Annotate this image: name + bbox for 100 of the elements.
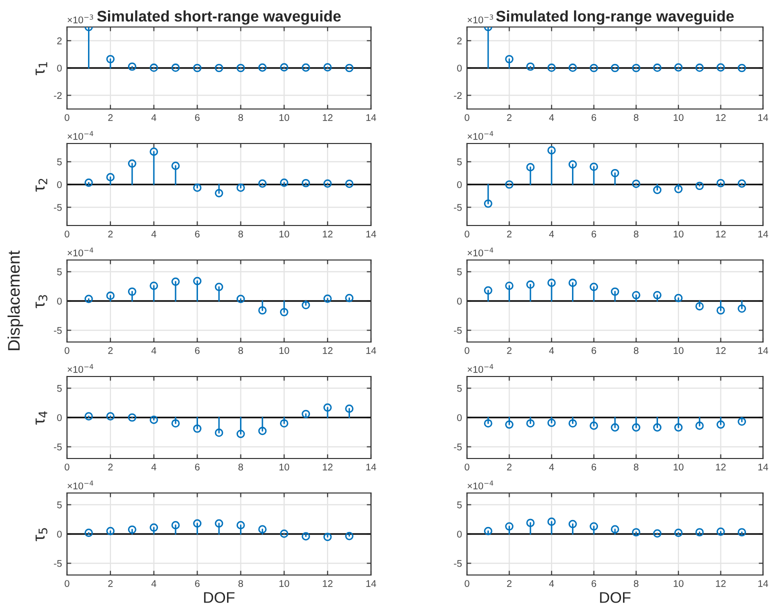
point [716, 527, 725, 536]
point [171, 64, 180, 72]
x-tick-label: 4 [151, 114, 156, 121]
point [323, 532, 332, 542]
x-tick-label: 4 [549, 464, 554, 470]
y-tick-label: -5 [54, 560, 62, 567]
x-tick-label: 2 [108, 347, 113, 354]
point [302, 410, 310, 418]
point [505, 522, 514, 531]
x-tick-label: 8 [634, 114, 638, 121]
x-tick-label: 12 [322, 464, 332, 470]
x-tick-label: 14 [366, 464, 376, 470]
point [280, 63, 288, 72]
chart-title: Simulated short-range waveguide [97, 10, 341, 25]
text: ×10$^{−4}$ [68, 248, 94, 256]
point [214, 282, 224, 292]
point [345, 532, 354, 540]
x-tick-label: 6 [592, 230, 596, 238]
point [214, 428, 224, 437]
y-tick-label: 2 [57, 37, 62, 44]
point [345, 294, 354, 302]
y-tick-label: 0 [457, 530, 462, 538]
point [150, 282, 158, 290]
point [568, 520, 577, 528]
x-tick-label: 12 [716, 464, 726, 470]
point [547, 64, 556, 72]
x-tick-label: 14 [758, 114, 768, 121]
point [150, 64, 158, 72]
x-tick-label: 12 [322, 230, 332, 238]
x-tick-label: 10 [279, 230, 290, 238]
point [106, 54, 115, 64]
point [653, 529, 662, 538]
point [128, 413, 136, 422]
point [632, 180, 640, 188]
x-tick-label: 6 [592, 347, 596, 354]
point [236, 430, 245, 438]
x-tick-label: 0 [64, 580, 70, 587]
point [106, 412, 115, 420]
x-tick-label: 8 [634, 347, 638, 354]
point [738, 179, 746, 188]
point [345, 64, 354, 72]
point [526, 280, 535, 289]
point [738, 528, 746, 536]
point [345, 404, 354, 413]
point [214, 519, 224, 528]
point [193, 184, 202, 192]
y-tick-label: 0 [57, 64, 62, 72]
point [590, 282, 598, 292]
point [716, 178, 725, 188]
point [610, 64, 620, 72]
y-tick-label: 5 [57, 502, 62, 508]
point [526, 163, 535, 172]
y-tick-label: 0 [57, 298, 62, 305]
x-tick-label: 10 [674, 114, 684, 121]
x-tick-label: 4 [549, 580, 554, 587]
point [674, 63, 683, 72]
point [84, 178, 93, 187]
x-tick-label: 2 [507, 230, 512, 238]
point [674, 528, 683, 537]
x-tick-label: 0 [64, 464, 70, 470]
point [695, 182, 704, 190]
x-tick-label: 14 [366, 347, 376, 354]
point [632, 290, 640, 300]
point [653, 290, 662, 300]
y-tick-label: 5 [457, 158, 462, 166]
point [323, 403, 332, 412]
text: ×10$^{−3}$ [468, 14, 494, 24]
point [568, 278, 577, 288]
point [716, 63, 725, 72]
point [526, 62, 535, 71]
y-tick-label: -2 [454, 92, 462, 99]
x-tick-label: 8 [238, 347, 243, 354]
y-tick-label: 5 [57, 385, 62, 392]
x-tick-label: 14 [758, 580, 768, 587]
point [106, 292, 115, 300]
x-tick-label: 6 [195, 347, 200, 354]
point [302, 532, 310, 541]
point [568, 160, 577, 169]
point [150, 148, 158, 156]
point [171, 162, 180, 170]
y-tick-label: 0 [457, 181, 462, 188]
x-tick-label: 14 [366, 114, 376, 121]
x-tick-label: 0 [64, 347, 70, 354]
point [280, 419, 288, 428]
y-axis-title: τ$_{3}$ [36, 295, 48, 308]
y-tick-label: -5 [54, 204, 62, 211]
y-tick-label: -2 [54, 92, 62, 99]
x-tick-label: 4 [151, 347, 156, 354]
y-tick-label: 0 [57, 530, 62, 538]
point [547, 518, 556, 526]
x-tick-label: 8 [238, 580, 243, 587]
x-tick-label: 2 [507, 347, 512, 354]
x-tick-label: 0 [464, 230, 470, 238]
y-tick-label: 5 [57, 158, 62, 166]
x-tick-label: 14 [758, 347, 768, 354]
y-tick-label: 0 [457, 298, 462, 305]
x-tick-label: 0 [464, 347, 470, 354]
x-tick-label: 10 [279, 114, 290, 121]
point [568, 64, 577, 72]
point [632, 64, 640, 72]
